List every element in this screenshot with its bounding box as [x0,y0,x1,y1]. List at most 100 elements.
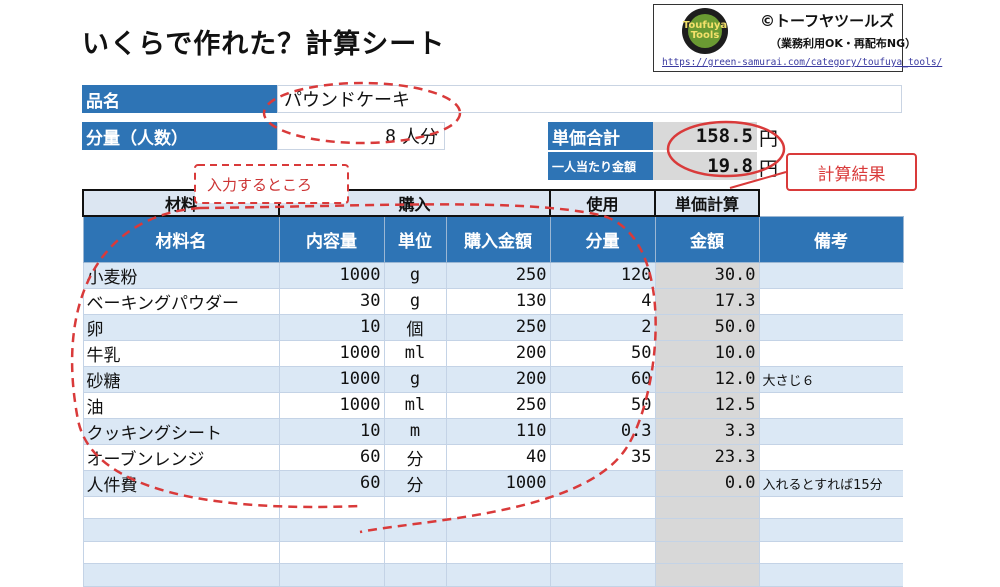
cell-unit[interactable]: g [383,262,446,289]
cell-purchase-price[interactable]: 250 [445,262,551,289]
cell-note[interactable] [758,418,904,445]
cell-purchase-price[interactable]: 40 [445,444,551,471]
col-header: 備考 [758,215,904,263]
cell-use-amount[interactable] [549,518,656,542]
cell-note[interactable] [758,340,904,367]
result-pointer-line [729,171,787,189]
cell-use-amount[interactable]: 2 [549,314,656,341]
cell-unit[interactable]: ml [383,340,446,367]
cell-cost: 30.0 [654,262,760,289]
cell-content-amount[interactable] [278,541,384,564]
cell-material-name[interactable]: 油 [82,392,279,419]
cell-note[interactable] [758,496,904,519]
cell-cost: 0.0 [654,470,760,497]
cell-unit[interactable]: 分 [383,444,446,471]
cell-purchase-price[interactable]: 250 [445,392,551,419]
cell-material-name[interactable]: クッキングシート [82,418,279,445]
col-header: 購入金額 [445,215,551,263]
cell-purchase-price[interactable]: 200 [445,340,551,367]
brand-terms: （業務利用OK・再配布NG） [770,37,917,50]
cell-unit[interactable] [383,563,446,587]
brand-logo: Toufuya Tools [682,8,728,54]
cell-content-amount[interactable]: 1000 [278,392,384,419]
cell-content-amount[interactable]: 1000 [278,340,384,367]
cell-note[interactable] [758,518,904,542]
col-header: 金額 [654,215,760,263]
cell-note[interactable] [758,563,904,587]
cell-cost: 23.3 [654,444,760,471]
cell-note[interactable]: 大さじ６ [758,366,904,393]
brand-link[interactable]: https://green-samurai.com/category/toufu… [662,57,943,68]
col-header: 材料名 [82,215,280,263]
cell-content-amount[interactable]: 60 [278,470,384,497]
annotation-overlay [70,81,787,534]
cell-cost [654,563,760,587]
cell-material-name[interactable]: オーブンレンジ [82,444,279,471]
cell-content-amount[interactable]: 1000 [278,366,384,393]
product-name-field[interactable]: パウンドケーキ [277,85,902,113]
cell-purchase-price[interactable]: 130 [445,288,551,315]
cell-unit[interactable]: 個 [383,314,446,341]
cell-purchase-price[interactable]: 200 [445,366,551,393]
input-region-outline-left [70,206,361,509]
brand-name: ©トーフヤツールズ [760,12,895,30]
cell-use-amount[interactable]: 4 [549,288,656,315]
cell-purchase-price[interactable] [445,563,551,587]
table-row: 卵 10 個 250 2 50.0 [82,314,904,341]
col-header: 単位 [383,215,447,263]
table-row: ベーキングパウダー 30 g 130 4 17.3 [82,288,904,315]
cell-material-name[interactable]: 卵 [82,314,279,341]
cell-content-amount[interactable] [278,518,384,542]
cell-note[interactable] [758,444,904,471]
cell-content-amount[interactable]: 30 [278,288,384,315]
cell-note[interactable] [758,541,904,564]
table-row: 油 1000 ml 250 50 12.5 [82,392,904,419]
cell-unit[interactable]: g [383,288,446,315]
cell-purchase-price[interactable] [445,518,551,542]
cell-unit[interactable]: g [383,366,446,393]
cell-content-amount[interactable]: 1000 [278,262,384,289]
cell-content-amount[interactable]: 10 [278,314,384,341]
cell-use-amount[interactable]: 35 [549,444,656,471]
cell-material-name[interactable]: 人件費 [82,470,279,497]
cell-cost: 10.0 [654,340,760,367]
cell-material-name[interactable]: 牛乳 [82,340,279,367]
cell-note[interactable] [758,262,904,289]
cell-material-name[interactable]: 砂糖 [82,366,279,393]
cell-cost [654,518,760,542]
cell-note[interactable] [758,288,904,315]
cell-cost: 12.5 [654,392,760,419]
cell-purchase-price[interactable]: 250 [445,314,551,341]
cell-use-amount[interactable] [549,563,656,587]
cell-use-amount[interactable]: 0.3 [549,418,656,445]
cell-unit[interactable] [383,496,446,519]
cell-content-amount[interactable]: 10 [278,418,384,445]
cell-cost: 3.3 [654,418,760,445]
table-row [82,496,904,519]
cell-content-amount[interactable]: 60 [278,444,384,471]
cell-unit[interactable] [383,518,446,542]
cell-note[interactable] [758,314,904,341]
table-row [82,518,904,542]
cell-note[interactable] [758,392,904,419]
cell-purchase-price[interactable] [445,496,551,519]
cell-purchase-price[interactable]: 110 [445,418,551,445]
cell-note[interactable]: 入れるとすれば15分 [758,470,904,497]
cell-unit[interactable]: m [383,418,446,445]
cell-material-name[interactable] [82,563,279,587]
cell-unit[interactable]: 分 [383,470,446,497]
cell-material-name[interactable]: ベーキングパウダー [82,288,279,315]
cell-use-amount[interactable]: 120 [549,262,656,289]
table-row: 小麦粉 1000 g 250 120 30.0 [82,262,904,289]
cell-material-name[interactable] [82,518,279,542]
cell-use-amount[interactable]: 50 [549,340,656,367]
cell-purchase-price[interactable]: 1000 [445,470,551,497]
cell-use-amount[interactable]: 60 [549,366,656,393]
cell-content-amount[interactable] [278,496,384,519]
cell-use-amount[interactable] [549,496,656,519]
cell-unit[interactable]: ml [383,392,446,419]
input-region-outline-right [199,203,657,534]
result-hint-box: 計算結果 [786,153,917,191]
cell-material-name[interactable]: 小麦粉 [82,262,279,289]
cell-content-amount[interactable] [278,563,384,587]
